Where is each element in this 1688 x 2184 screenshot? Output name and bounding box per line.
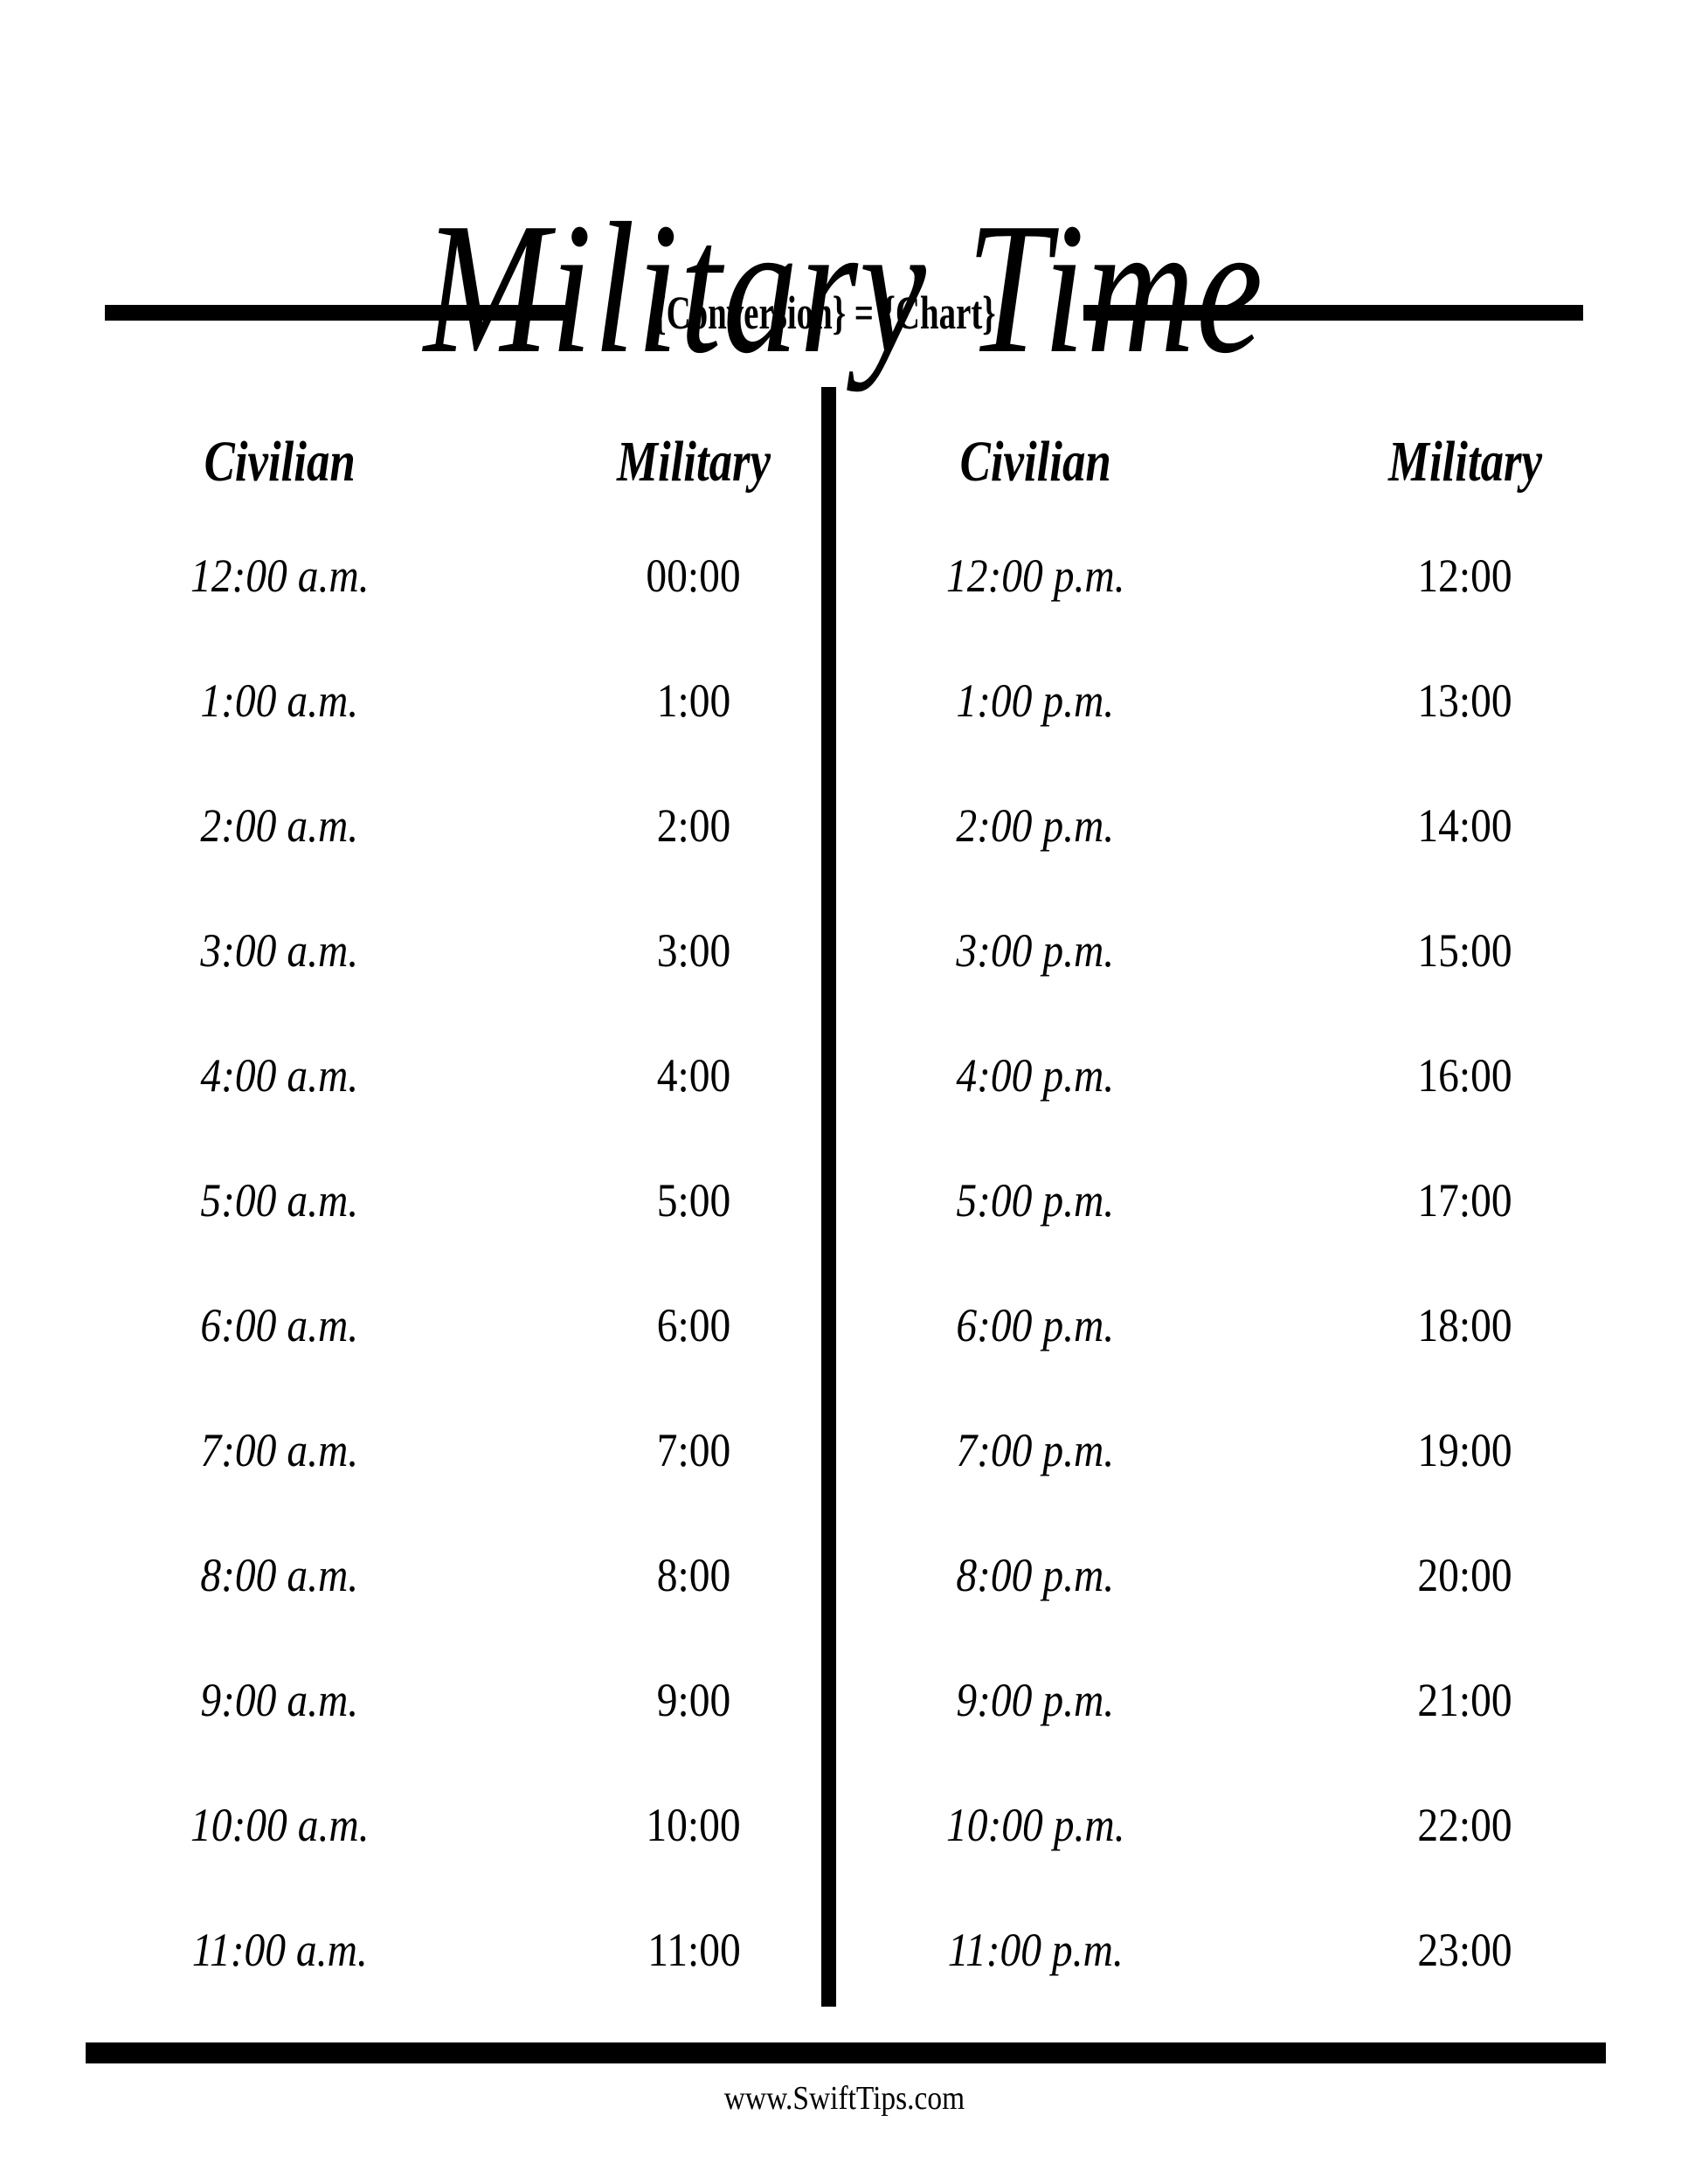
cell-military-am: 4:00 <box>656 1049 731 1102</box>
cell-military-pm: 16:00 <box>1417 1049 1513 1102</box>
footer-url: www.SwiftTips.com <box>0 2077 1688 2119</box>
conversion-table: Civilian Military Civilian Military 12:0… <box>0 411 1688 2013</box>
cell-military-pm: 15:00 <box>1417 924 1513 977</box>
cell-civilian-pm: 7:00 p.m. <box>956 1424 1115 1476</box>
table-row: 3:00 a.m. 3:00 3:00 p.m. 15:00 <box>0 888 1688 1013</box>
cell-civilian-pm: 1:00 p.m. <box>956 674 1115 727</box>
cell-military-pm: 23:00 <box>1417 1924 1513 1976</box>
cell-military-am: 5:00 <box>656 1174 731 1227</box>
cell-military-am: 3:00 <box>656 924 731 977</box>
table-row: 9:00 a.m. 9:00 9:00 p.m. 21:00 <box>0 1638 1688 1763</box>
cell-civilian-pm: 11:00 p.m. <box>947 1924 1124 1976</box>
table-row: 8:00 a.m. 8:00 8:00 p.m. 20:00 <box>0 1513 1688 1638</box>
table-row: 6:00 a.m. 6:00 6:00 p.m. 18:00 <box>0 1263 1688 1388</box>
cell-military-am: 8:00 <box>656 1549 731 1601</box>
table-header-row: Civilian Military Civilian Military <box>0 411 1688 514</box>
cell-military-pm: 19:00 <box>1417 1424 1513 1476</box>
cell-military-am: 9:00 <box>656 1674 731 1726</box>
footer-url-label: www.SwiftTips.com <box>723 2080 965 2117</box>
cell-civilian-pm: 8:00 p.m. <box>956 1549 1115 1601</box>
cell-civilian-pm: 2:00 p.m. <box>956 799 1115 852</box>
column-header-civilian-pm: Civilian <box>828 411 1242 514</box>
cell-military-am: 00:00 <box>646 549 742 602</box>
table-row: 7:00 a.m. 7:00 7:00 p.m. 19:00 <box>0 1388 1688 1513</box>
cell-civilian-pm: 3:00 p.m. <box>956 924 1115 977</box>
cell-civilian-pm: 4:00 p.m. <box>956 1049 1115 1102</box>
cell-civilian-am: 11:00 a.m. <box>191 1924 368 1976</box>
cell-military-am: 2:00 <box>656 799 731 852</box>
cell-military-pm: 20:00 <box>1417 1549 1513 1601</box>
table-row: 2:00 a.m. 2:00 2:00 p.m. 14:00 <box>0 764 1688 888</box>
cell-military-pm: 18:00 <box>1417 1299 1513 1351</box>
cell-civilian-am: 1:00 a.m. <box>200 674 359 727</box>
left-rule-bar <box>105 305 566 321</box>
cell-military-pm: 13:00 <box>1417 674 1513 727</box>
cell-military-pm: 17:00 <box>1417 1174 1513 1227</box>
column-header-civilian-am-label: Civilian <box>204 430 356 494</box>
column-header-military-am: Military <box>559 411 828 514</box>
cell-military-am: 10:00 <box>646 1799 742 1851</box>
cell-military-am: 7:00 <box>656 1424 731 1476</box>
cell-civilian-am: 3:00 a.m. <box>200 924 359 977</box>
vertical-divider <box>821 387 836 2007</box>
table-row: 11:00 a.m. 11:00 11:00 p.m. 23:00 <box>0 1888 1688 2013</box>
cell-civilian-pm: 6:00 p.m. <box>956 1299 1115 1351</box>
subtitle-rule-row: {Conversion} = {Chart} <box>74 288 1614 337</box>
cell-military-am: 11:00 <box>647 1924 741 1976</box>
cell-civilian-am: 8:00 a.m. <box>200 1549 359 1601</box>
cell-civilian-am: 12:00 a.m. <box>190 549 370 602</box>
cell-civilian-pm: 9:00 p.m. <box>956 1674 1115 1726</box>
cell-civilian-am: 7:00 a.m. <box>200 1424 359 1476</box>
table-row: 4:00 a.m. 4:00 4:00 p.m. 16:00 <box>0 1013 1688 1138</box>
cell-military-pm: 21:00 <box>1417 1674 1513 1726</box>
table-row: 10:00 a.m. 10:00 10:00 p.m. 22:00 <box>0 1763 1688 1888</box>
table-row: 12:00 a.m. 00:00 12:00 p.m. 12:00 <box>0 514 1688 639</box>
cell-civilian-am: 10:00 a.m. <box>190 1799 370 1851</box>
cell-civilian-pm: 5:00 p.m. <box>956 1174 1115 1227</box>
column-header-military-pm-label: Military <box>1387 430 1542 494</box>
cell-civilian-am: 9:00 a.m. <box>200 1674 359 1726</box>
cell-civilian-am: 6:00 a.m. <box>200 1299 359 1351</box>
cell-military-am: 6:00 <box>656 1299 731 1351</box>
column-header-military-pm: Military <box>1242 411 1688 514</box>
cell-civilian-am: 2:00 a.m. <box>200 799 359 852</box>
cell-civilian-pm: 12:00 p.m. <box>945 549 1125 602</box>
cell-civilian-am: 5:00 a.m. <box>200 1174 359 1227</box>
cell-civilian-pm: 10:00 p.m. <box>945 1799 1125 1851</box>
column-header-military-am-label: Military <box>616 430 771 494</box>
right-rule-bar <box>1083 305 1583 321</box>
cell-military-pm: 22:00 <box>1417 1799 1513 1851</box>
cell-military-pm: 12:00 <box>1417 549 1513 602</box>
cell-military-am: 1:00 <box>656 674 731 727</box>
table-row: 1:00 a.m. 1:00 1:00 p.m. 13:00 <box>0 639 1688 764</box>
page-subtitle: {Conversion} = {Chart} <box>653 287 996 339</box>
page-title: Military Time <box>423 183 1265 393</box>
cell-civilian-am: 4:00 a.m. <box>200 1049 359 1102</box>
cell-military-pm: 14:00 <box>1417 799 1513 852</box>
table-row: 5:00 a.m. 5:00 5:00 p.m. 17:00 <box>0 1138 1688 1263</box>
column-header-civilian-am: Civilian <box>0 411 559 514</box>
footer-rule-bar <box>86 2042 1606 2063</box>
column-header-civilian-pm-label: Civilian <box>959 430 1111 494</box>
